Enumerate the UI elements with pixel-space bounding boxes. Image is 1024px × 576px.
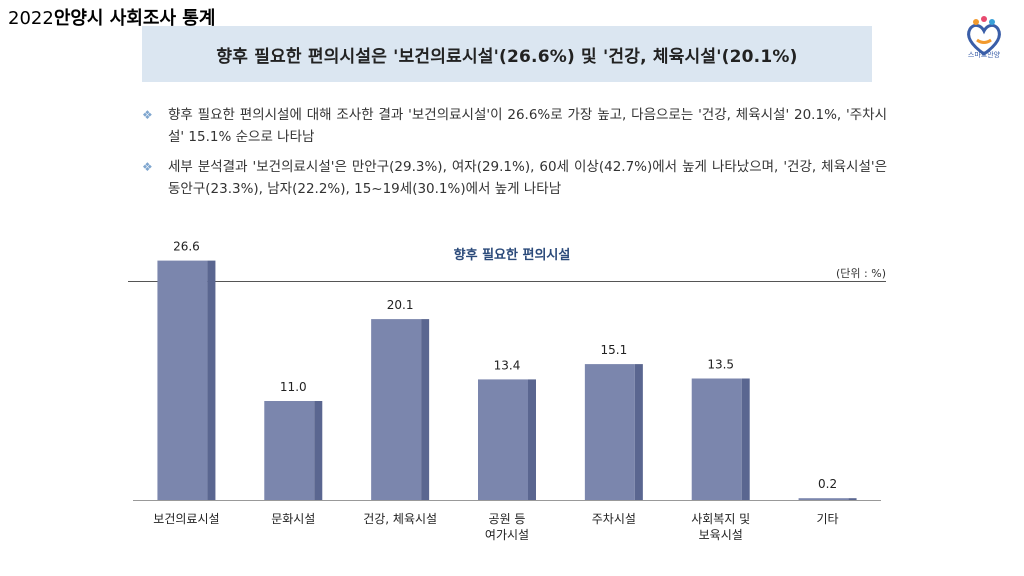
headline: 향후 필요한 편의시설은 '보건의료시설'(26.6%) 및 '건강, 체육시설…	[216, 46, 798, 67]
bar	[157, 260, 216, 500]
category-label: 사회복지 및	[691, 512, 750, 526]
bar	[584, 364, 643, 500]
diamond-bullet-icon: ❖	[142, 108, 153, 122]
category-label: 공원 등	[489, 512, 526, 526]
bullet-item: ❖ 향후 필요한 편의시설에 대해 조사한 결과 '보건의료시설'이 26.6%…	[142, 104, 887, 148]
bar	[798, 498, 857, 500]
chart-unit: (단위 : %)	[836, 267, 886, 280]
logo-text: 스마트안양	[967, 51, 1001, 59]
chart-top-rule	[128, 281, 886, 282]
bar	[264, 401, 323, 500]
bar-face	[478, 379, 528, 500]
bar-side	[421, 319, 430, 500]
report-title: 2022안양시 사회조사 통계	[8, 4, 215, 30]
bar-face	[371, 319, 422, 500]
bar-side	[741, 378, 750, 500]
bullet-item: ❖ 세부 분석결과 '보건의료시설'은 만안구(29.3%), 여자(29.1%…	[142, 156, 887, 200]
chart-title: 향후 필요한 편의시설	[453, 248, 571, 263]
category-label: 기타	[817, 512, 839, 526]
bar-face	[798, 498, 849, 500]
category-label: 보건의료시설	[153, 512, 219, 526]
bar-face	[691, 378, 742, 500]
report-title-year: 2022	[8, 8, 54, 29]
bar-side	[528, 379, 536, 500]
data-label: 0.2	[818, 477, 837, 491]
data-label: 20.1	[387, 298, 414, 312]
bar-side	[207, 260, 216, 500]
bar-side	[634, 364, 643, 500]
category-label: 건강, 체육시설	[363, 512, 437, 526]
data-label: 15.1	[600, 343, 627, 357]
bullet-text: 향후 필요한 편의시설에 대해 조사한 결과 '보건의료시설'이 26.6%로 …	[168, 107, 887, 145]
bar	[371, 319, 430, 500]
bullet-text: 세부 분석결과 '보건의료시설'은 만안구(29.3%), 여자(29.1%),…	[168, 159, 887, 197]
bar-side	[314, 401, 323, 500]
bar-face	[264, 401, 315, 500]
summary-bullets: ❖ 향후 필요한 편의시설에 대해 조사한 결과 '보건의료시설'이 26.6%…	[142, 104, 887, 208]
headline-box: 향후 필요한 편의시설은 '보건의료시설'(26.6%) 및 '건강, 체육시설…	[142, 26, 872, 82]
data-label: 26.6	[173, 240, 200, 254]
bar-side	[848, 498, 857, 500]
bar	[478, 379, 536, 500]
report-title-text: 안양시 사회조사 통계	[53, 8, 216, 29]
data-label: 13.5	[707, 358, 734, 372]
category-label: 주차시설	[592, 512, 636, 526]
category-label: 여가시설	[485, 528, 529, 542]
category-label: 문화시설	[271, 512, 315, 526]
data-label: 11.0	[280, 380, 307, 394]
bar-face	[584, 364, 635, 500]
diamond-bullet-icon: ❖	[142, 160, 153, 174]
category-label: 보육시설	[699, 528, 743, 542]
data-label: 13.4	[494, 358, 521, 372]
bar	[691, 378, 750, 500]
city-logo-icon	[967, 16, 1001, 56]
bar-face	[157, 260, 208, 500]
